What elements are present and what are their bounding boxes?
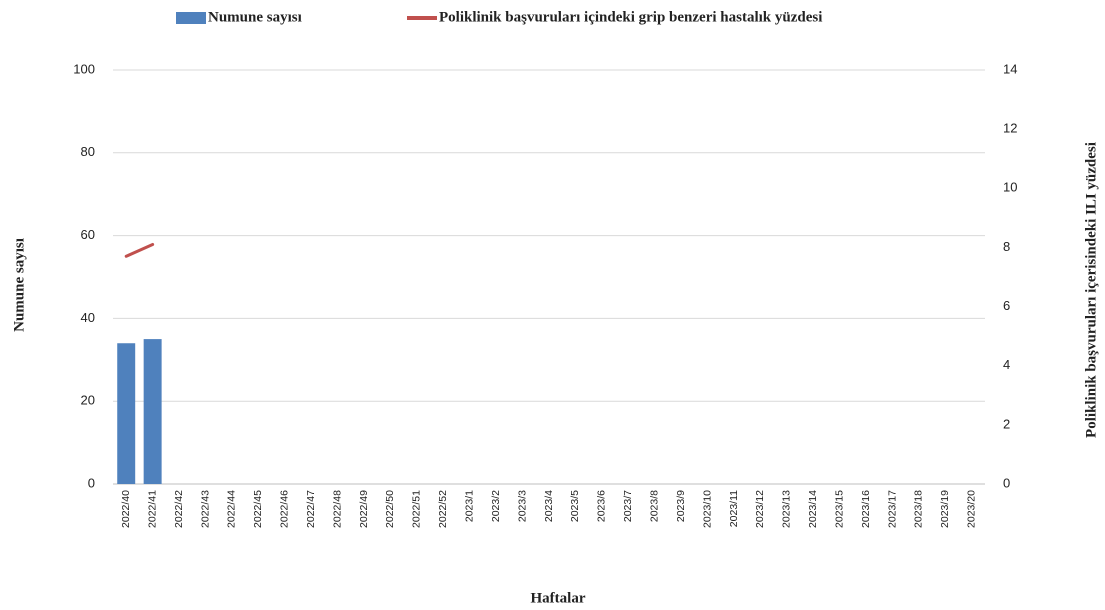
- legend-swatch: [176, 12, 206, 24]
- x-tick-label: 2023/9: [675, 490, 687, 522]
- x-tick-label: 2022/47: [305, 490, 317, 528]
- x-tick-label: 2023/2: [490, 490, 502, 522]
- x-tick-label: 2023/14: [807, 490, 819, 528]
- x-tick-label: 2023/11: [728, 490, 740, 527]
- x-tick-label: 2023/5: [569, 490, 581, 522]
- x-tick-label: 2022/48: [331, 490, 343, 528]
- x-tick-label: 2023/12: [754, 490, 766, 528]
- x-tick-label: 2023/20: [966, 490, 978, 528]
- x-tick-label: 2023/10: [701, 490, 713, 528]
- x-tick-label: 2023/15: [833, 490, 845, 528]
- y2-tick-label: 4: [1003, 357, 1010, 372]
- x-tick-label: 2022/52: [437, 490, 449, 528]
- y2-axis-title: Poliklinik başvuruları içerisindeki ILI …: [1083, 142, 1099, 438]
- y2-tick-label: 8: [1003, 239, 1010, 254]
- x-tick-label: 2022/50: [384, 490, 396, 528]
- y2-tick-label: 14: [1003, 61, 1017, 76]
- y2-tick-label: 2: [1003, 416, 1010, 431]
- y-tick-label: 80: [81, 144, 95, 159]
- y2-tick-label: 6: [1003, 298, 1010, 313]
- x-tick-label: 2023/13: [781, 490, 793, 528]
- x-tick-label: 2022/45: [252, 490, 264, 528]
- y2-tick-label: 0: [1003, 475, 1010, 490]
- x-tick-label: 2022/51: [411, 490, 423, 528]
- x-tick-label: 2023/4: [543, 490, 555, 522]
- y2-tick-label: 10: [1003, 180, 1017, 195]
- x-tick-label: 2022/44: [226, 490, 238, 528]
- x-tick-label: 2023/7: [622, 490, 634, 522]
- x-tick-label: 2023/8: [648, 490, 660, 522]
- y-tick-label: 20: [81, 393, 95, 408]
- y-tick-label: 0: [88, 475, 95, 490]
- legend-label: Poliklinik başvuruları içindeki grip ben…: [439, 9, 822, 25]
- y-tick-label: 40: [81, 310, 95, 325]
- x-tick-label: 2023/6: [596, 490, 608, 522]
- x-tick-label: 2022/49: [358, 490, 370, 528]
- x-tick-label: 2023/19: [939, 490, 951, 528]
- y-tick-label: 60: [81, 227, 95, 242]
- x-tick-label: 2022/41: [146, 490, 158, 528]
- x-tick-label: 2023/17: [886, 490, 898, 528]
- legend-label: Numune sayısı: [208, 9, 302, 25]
- y2-tick-label: 12: [1003, 121, 1017, 136]
- line: [124, 242, 155, 258]
- bar: [143, 339, 162, 484]
- x-axis-title: Haftalar: [531, 590, 586, 606]
- x-tick-label: 2023/16: [860, 490, 872, 528]
- bar: [117, 343, 136, 484]
- y-axis-title: Numune sayısı: [11, 238, 27, 332]
- x-tick-label: 2023/18: [913, 490, 925, 528]
- x-tick-label: 2022/43: [199, 490, 211, 528]
- x-tick-label: 2022/42: [173, 490, 185, 528]
- y-tick-label: 100: [73, 61, 95, 76]
- x-tick-label: 2023/1: [464, 490, 476, 522]
- x-tick-label: 2022/46: [279, 490, 291, 528]
- x-tick-label: 2022/40: [120, 490, 132, 528]
- x-tick-label: 2023/3: [516, 490, 528, 522]
